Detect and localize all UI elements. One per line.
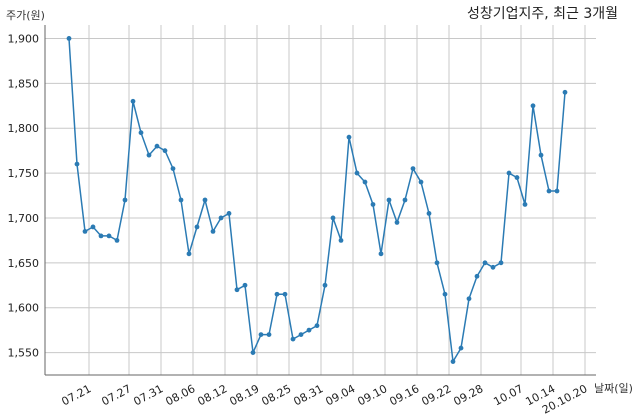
data-point xyxy=(202,197,208,203)
data-point xyxy=(242,282,248,288)
y-tick-label: 1,800 xyxy=(8,122,40,135)
y-tick-label: 1,700 xyxy=(8,212,40,225)
x-tick-label: 08.19 xyxy=(227,382,261,408)
data-point xyxy=(538,152,544,158)
data-point xyxy=(194,224,200,230)
data-point xyxy=(98,233,104,239)
y-tick-label: 1,900 xyxy=(8,32,40,45)
data-point xyxy=(90,224,96,230)
data-point xyxy=(154,143,160,149)
x-tick-label: 09.04 xyxy=(323,382,357,408)
data-point xyxy=(138,130,144,136)
x-tick-label: 08.31 xyxy=(291,382,325,408)
data-point xyxy=(266,332,272,338)
data-point xyxy=(522,202,528,207)
data-point xyxy=(514,175,520,180)
data-point xyxy=(226,211,232,216)
y-tick-label: 1,600 xyxy=(8,302,40,315)
data-point xyxy=(106,233,112,239)
grid xyxy=(45,25,596,375)
price-series xyxy=(66,36,568,364)
data-point xyxy=(418,179,424,185)
data-point xyxy=(474,273,480,279)
data-point xyxy=(530,103,536,109)
x-tick-labels: 07.21 07.2707.3108.0608.1208.1908.2508.31… xyxy=(59,382,589,416)
data-point xyxy=(490,264,496,270)
data-point xyxy=(330,215,336,221)
data-point xyxy=(274,291,280,297)
data-point xyxy=(338,237,344,243)
x-tick-label: 08.06 xyxy=(163,382,197,408)
data-point xyxy=(122,197,128,203)
data-point xyxy=(314,323,320,329)
data-point xyxy=(130,98,136,104)
data-point xyxy=(306,327,312,333)
data-point xyxy=(218,215,224,221)
data-point xyxy=(554,188,560,194)
x-tick-label: 09.22 xyxy=(419,382,453,408)
data-point xyxy=(498,260,504,266)
data-point xyxy=(378,251,384,257)
data-point xyxy=(66,36,72,41)
data-point xyxy=(234,287,240,293)
x-tick-label: 09.28 xyxy=(451,382,485,408)
x-tick-label: 08.12 xyxy=(195,382,229,408)
y-tick-label: 1,650 xyxy=(8,257,40,270)
x-tick-label: 07.31 xyxy=(131,382,165,408)
data-point xyxy=(442,291,448,297)
x-axis-title: 날짜(일) xyxy=(594,381,633,395)
data-point xyxy=(466,296,472,302)
data-point xyxy=(394,220,400,225)
axes xyxy=(44,25,596,376)
x-tick-label: 10.07 xyxy=(491,382,525,408)
x-tick-label: 08.25 xyxy=(259,382,293,408)
x-tick-label: 09.16 xyxy=(387,382,421,408)
y-tick-label: 1,750 xyxy=(8,167,40,180)
y-axis-title: 주가(원) xyxy=(6,9,45,22)
data-point xyxy=(74,161,80,167)
data-point xyxy=(258,332,264,338)
data-point xyxy=(370,202,376,207)
data-point xyxy=(146,152,152,158)
data-point xyxy=(282,291,288,297)
y-tick-label: 1,850 xyxy=(8,77,40,90)
data-point xyxy=(290,336,296,342)
data-point xyxy=(450,359,456,364)
y-tick-label: 1,550 xyxy=(8,347,40,360)
data-point xyxy=(186,251,192,257)
series-line xyxy=(68,38,566,364)
data-point xyxy=(386,197,392,203)
data-point xyxy=(82,229,88,234)
y-tick-labels: 1,550 1,600 1,650 1,700 1,750 1,800 1,850 1,900 xyxy=(8,32,40,359)
data-point xyxy=(114,237,120,243)
data-point xyxy=(162,148,168,154)
data-point xyxy=(506,170,512,176)
chart-title: 성창기업지주, 최근 3개월 xyxy=(467,6,618,22)
data-point xyxy=(170,166,176,171)
data-point xyxy=(410,166,416,171)
data-point xyxy=(402,197,408,203)
data-point xyxy=(546,188,552,194)
data-point xyxy=(178,197,184,203)
data-point xyxy=(482,260,488,266)
data-point xyxy=(354,170,360,176)
data-point xyxy=(210,229,216,234)
data-point xyxy=(322,282,328,288)
data-point xyxy=(298,332,304,338)
data-point xyxy=(434,260,440,266)
x-tick-label: 07.21 xyxy=(59,382,93,408)
data-point xyxy=(458,345,464,351)
data-point xyxy=(250,350,256,355)
data-point xyxy=(346,134,352,140)
data-point xyxy=(426,211,432,216)
data-point xyxy=(362,179,368,185)
data-point xyxy=(562,89,568,95)
x-tick-label: 09.10 xyxy=(355,382,389,408)
x-tick-label: 07.27 xyxy=(99,382,133,408)
